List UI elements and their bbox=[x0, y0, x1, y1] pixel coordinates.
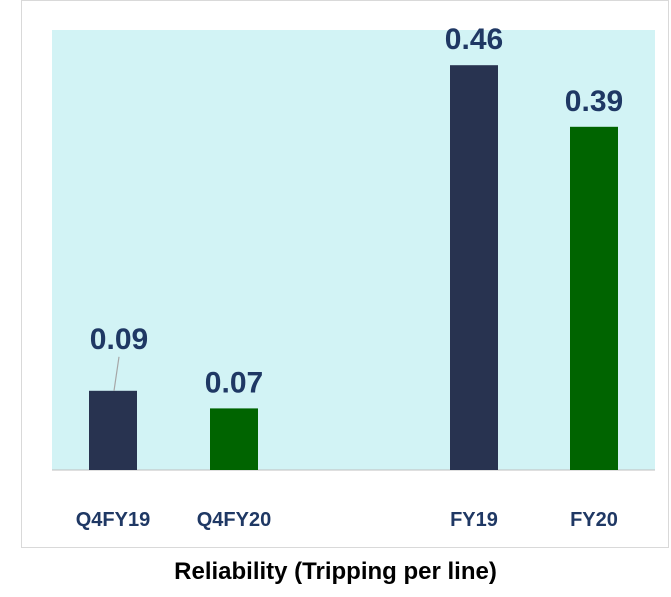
tick-labels-group: Q4FY19 Q4FY20 FY19 FY20 bbox=[76, 509, 618, 531]
bar-fy19 bbox=[450, 65, 498, 470]
bar-q4fy20 bbox=[210, 408, 258, 470]
tick-label-fy20: FY20 bbox=[570, 509, 618, 531]
tick-label-fy19: FY19 bbox=[450, 509, 498, 531]
plot-area bbox=[52, 30, 655, 470]
bar-fy20 bbox=[570, 126, 618, 471]
bar-q4fy19 bbox=[89, 390, 137, 470]
leader-lines-group bbox=[113, 356, 120, 391]
data-labels-group: 0.09 0.07 0.46 0.39 bbox=[90, 23, 623, 399]
data-label-q4fy20: 0.07 bbox=[205, 366, 263, 399]
data-label-q4fy19: 0.09 bbox=[90, 323, 148, 356]
data-label-fy19: 0.46 bbox=[445, 23, 503, 56]
bars-group bbox=[89, 65, 618, 471]
leader-line-q4fy19 bbox=[113, 356, 120, 391]
tick-label-q4fy19: Q4FY19 bbox=[76, 509, 150, 531]
data-label-fy20: 0.39 bbox=[565, 85, 623, 118]
tick-label-q4fy20: Q4FY20 bbox=[197, 509, 271, 531]
chart-title: Reliability (Tripping per line) bbox=[174, 558, 497, 585]
